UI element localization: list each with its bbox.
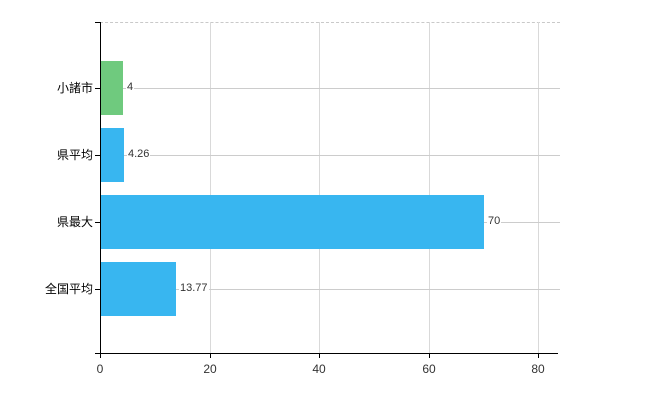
y-tick	[95, 222, 100, 223]
bar-value-label: 70	[487, 215, 502, 228]
y-tick	[95, 155, 100, 156]
bar-value-label: 13.77	[179, 282, 209, 295]
bar	[101, 195, 484, 249]
gridline-vertical	[538, 22, 539, 353]
y-tick	[95, 88, 100, 89]
x-tick	[538, 353, 539, 358]
y-tick	[95, 289, 100, 290]
gridline-horizontal	[100, 155, 560, 156]
gridline-vertical	[210, 22, 211, 353]
bar-value-label: 4.26	[127, 148, 151, 161]
y-axis-top-tick	[95, 22, 100, 23]
x-tick	[429, 353, 430, 358]
bar	[101, 61, 123, 115]
bar	[101, 262, 176, 316]
x-tick-label: 20	[203, 362, 217, 376]
gridline-vertical	[319, 22, 320, 353]
x-tick-label: 40	[312, 362, 326, 376]
category-label: 全国平均	[44, 282, 93, 296]
x-tick	[210, 353, 211, 358]
gridline-horizontal	[100, 88, 560, 89]
x-tick	[100, 353, 101, 358]
category-label: 小諸市	[56, 81, 93, 95]
gridline-vertical	[429, 22, 430, 353]
gridline-horizontal	[100, 289, 560, 290]
x-tick-label: 60	[422, 362, 436, 376]
bar	[101, 128, 124, 182]
x-axis	[95, 353, 558, 354]
y-axis	[100, 22, 101, 358]
plot-top-border	[100, 22, 560, 23]
x-tick-label: 80	[531, 362, 545, 376]
category-label: 県最大	[56, 215, 93, 229]
x-tick	[319, 353, 320, 358]
category-label: 県平均	[56, 148, 93, 162]
bar-value-label: 4	[126, 81, 135, 94]
x-tick-label: 0	[96, 362, 104, 376]
